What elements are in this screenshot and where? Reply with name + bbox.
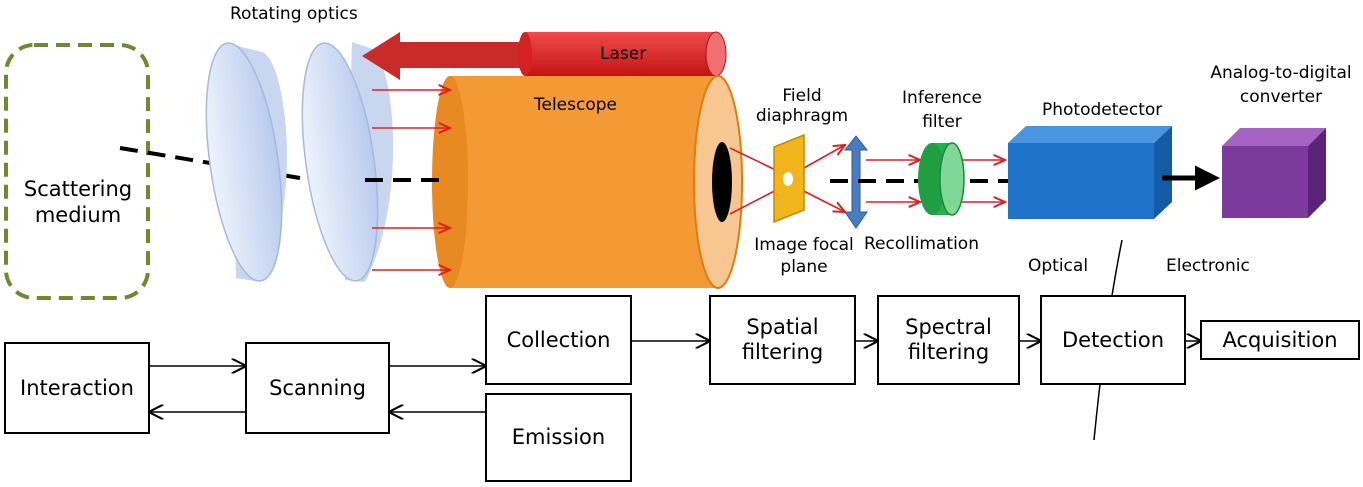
laser-label: Laser bbox=[600, 44, 647, 64]
adc-label: Analog-to-digital converter bbox=[1210, 63, 1352, 107]
telescope bbox=[432, 75, 743, 289]
image-focal-plane-label: Image focal plane bbox=[754, 235, 854, 277]
scanning-block: Scanning bbox=[245, 342, 390, 434]
rotating-optics-lens-2 bbox=[301, 42, 394, 282]
field-diaphragm bbox=[773, 133, 805, 224]
rotating-optics-lens-1 bbox=[205, 42, 287, 282]
interaction-block: Interaction bbox=[4, 342, 150, 434]
detection-block: Detection bbox=[1040, 295, 1186, 385]
optical-label: Optical bbox=[1028, 256, 1089, 276]
emission-block: Emission bbox=[485, 393, 632, 482]
spatial-filtering-block: Spatial filtering bbox=[709, 295, 856, 385]
block-connectors bbox=[150, 341, 1200, 412]
recollimation-label: Recollimation bbox=[864, 234, 979, 254]
field-diaphragm-label: Field diaphragm bbox=[755, 86, 849, 126]
acquisition-block: Acquisition bbox=[1200, 320, 1360, 360]
inference-filter-label: Inference filter bbox=[902, 88, 982, 132]
collection-block: Collection bbox=[485, 295, 632, 385]
rotating-optics-label: Rotating optics bbox=[230, 4, 358, 24]
collimated-rays bbox=[866, 160, 1005, 202]
scattering-medium-label: Scattering medium bbox=[23, 177, 133, 227]
scattering-medium-shape bbox=[4, 43, 150, 300]
adc bbox=[1222, 128, 1326, 218]
electronic-label: Electronic bbox=[1166, 256, 1250, 276]
telescope-label: Telescope bbox=[534, 95, 617, 115]
interference-filter bbox=[918, 142, 965, 216]
laser bbox=[362, 31, 727, 80]
photodetector-label: Photodetector bbox=[1042, 100, 1163, 120]
spectral-filtering-block: Spectral filtering bbox=[877, 295, 1020, 385]
recollimation-lens bbox=[843, 135, 869, 229]
photodetector bbox=[1008, 126, 1172, 219]
incoming-rays bbox=[372, 90, 450, 270]
